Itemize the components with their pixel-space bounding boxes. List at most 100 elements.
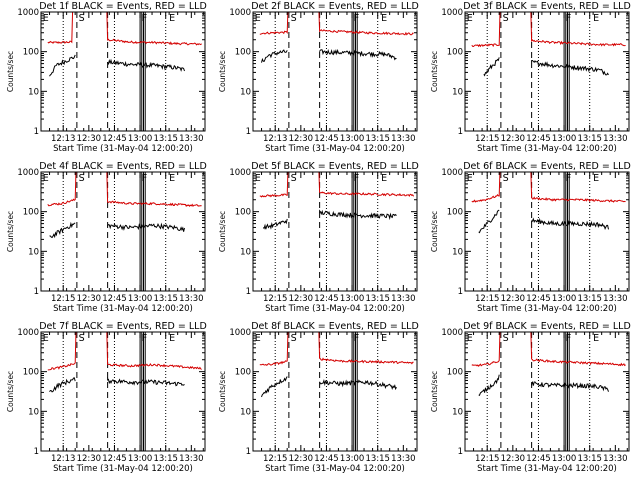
x-axis-label: Start Time (31-May-04 12:00:20) <box>265 464 405 474</box>
x-tick-label: 12:15 <box>263 294 288 304</box>
plot-frame <box>464 331 630 452</box>
x-axis-label: Start Time (31-May-04 12:00:20) <box>477 464 617 474</box>
interval-marker-label: F <box>354 13 359 24</box>
y-tick-label: 1 <box>458 447 463 457</box>
x-tick-label: 12:45 <box>526 294 551 304</box>
y-axis-label: Counts/sec <box>6 51 15 92</box>
y-tick-label: 10 <box>240 87 251 97</box>
x-axis-label: Start Time (31-May-04 12:00:20) <box>265 304 405 314</box>
interval-marker-label: E <box>381 333 387 344</box>
interval-marker-label: F <box>354 333 359 344</box>
interval-marker-label: E <box>255 173 261 184</box>
y-tick-label: 1000 <box>17 328 39 338</box>
x-tick-label: 12:15 <box>475 294 500 304</box>
interval-marker-label: S <box>291 173 297 184</box>
x-tick-label: 12:30 <box>289 454 314 464</box>
plot-frame <box>40 331 206 452</box>
y-axis-label: Counts/sec <box>218 51 227 92</box>
plot-frame <box>464 11 630 132</box>
y-tick-label: 10 <box>28 87 39 97</box>
events-series-line <box>49 221 185 239</box>
x-tick-label: 13:00 <box>552 454 577 464</box>
x-axis-label: Start Time (31-May-04 12:00:20) <box>53 144 193 154</box>
x-tick-label: 13:00 <box>552 134 577 144</box>
y-axis-label: Counts/sec <box>6 371 15 412</box>
interval-marker-label: E <box>593 333 599 344</box>
x-tick-label: 13:30 <box>603 294 628 304</box>
detector-panel: Det 2f BLACK = Events, RED = LLD 1 10 100 10… <box>218 1 419 154</box>
interval-marker-label: E <box>467 13 473 24</box>
interval-marker-label: S <box>503 333 509 344</box>
y-tick-label: 1000 <box>229 328 251 338</box>
events-series-line <box>478 209 609 234</box>
interval-marker-label: F <box>566 173 571 184</box>
x-tick-label: 13:30 <box>391 294 416 304</box>
interval-marker-label: S <box>291 333 297 344</box>
x-axis-label: Start Time (31-May-04 12:00:20) <box>53 464 193 474</box>
panel-title: Det 8f BLACK = Events, RED = LLD <box>251 321 419 332</box>
plot-frame <box>464 171 630 292</box>
y-tick-label: 1 <box>246 287 251 297</box>
y-tick-label: 1000 <box>17 8 39 18</box>
events-series-line <box>49 377 185 393</box>
y-tick-label: 1 <box>246 447 251 457</box>
x-tick-label: 13:15 <box>577 294 602 304</box>
x-tick-label: 13:00 <box>340 294 365 304</box>
x-tick-label: 12:15 <box>475 454 500 464</box>
interval-marker-label: S <box>79 13 85 24</box>
y-tick-label: 10 <box>240 407 251 417</box>
plot-frame <box>40 171 206 292</box>
x-tick-label: 13:15 <box>153 294 178 304</box>
interval-marker-label: E <box>169 173 175 184</box>
x-tick-label: 12:45 <box>314 294 339 304</box>
interval-marker-label: E <box>169 13 175 24</box>
interval-marker-label: F <box>566 13 571 24</box>
detector-panel: Det 9f BLACK = Events, RED = LLD 1 10 100 10… <box>430 321 631 474</box>
x-tick-label: 12:45 <box>314 454 339 464</box>
y-axis-label: Counts/sec <box>218 211 227 252</box>
plot-frame <box>252 331 418 452</box>
y-tick-label: 100 <box>447 208 463 218</box>
y-tick-label: 10 <box>452 247 463 257</box>
x-tick-label: 12:45 <box>102 294 127 304</box>
events-series-line <box>261 48 397 63</box>
y-tick-label: 100 <box>235 48 251 58</box>
panel-title: Det 3f BLACK = Events, RED = LLD <box>463 1 631 12</box>
interval-marker-label: F <box>354 173 359 184</box>
x-tick-label: 12:45 <box>102 134 127 144</box>
x-tick-label: 12:30 <box>501 454 526 464</box>
x-tick-label: 12:30 <box>289 134 314 144</box>
y-tick-label: 1 <box>458 127 463 137</box>
interval-marker-label: E <box>467 333 473 344</box>
x-tick-label: 13:30 <box>179 134 204 144</box>
detector-panel: Det 7f BLACK = Events, RED = LLD 1 10 100 10… <box>6 321 207 474</box>
plot-frame <box>252 171 418 292</box>
interval-marker-label: F <box>142 173 147 184</box>
interval-marker-label: S <box>503 13 509 24</box>
x-tick-label: 12:13 <box>263 134 288 144</box>
x-tick-label: 12:30 <box>501 134 526 144</box>
interval-marker-label: F <box>566 333 571 344</box>
x-axis-label: Start Time (31-May-04 12:00:20) <box>477 144 617 154</box>
interval-marker-label: F <box>142 13 147 24</box>
detector-panel: Det 4f BLACK = Events, RED = LLD 1 10 100 10… <box>6 161 207 314</box>
detector-panel: Det 3f BLACK = Events, RED = LLD 1 10 100 10… <box>430 1 631 154</box>
interval-marker-label: E <box>43 333 49 344</box>
interval-marker-label: E <box>381 173 387 184</box>
interval-marker-label: E <box>593 13 599 24</box>
x-tick-label: 13:30 <box>391 454 416 464</box>
x-tick-label: 13:30 <box>603 454 628 464</box>
y-tick-label: 1 <box>34 287 39 297</box>
y-tick-label: 1000 <box>229 168 251 178</box>
lld-series-line <box>47 172 202 208</box>
interval-marker-label: E <box>255 13 261 24</box>
interval-marker-label: S <box>79 333 85 344</box>
x-tick-label: 13:15 <box>153 134 178 144</box>
lld-series-line <box>471 332 626 368</box>
x-tick-label: 12:30 <box>501 294 526 304</box>
lld-series-line <box>471 172 626 203</box>
x-tick-label: 13:15 <box>153 454 178 464</box>
interval-marker-label: F <box>142 333 147 344</box>
x-tick-label: 12:30 <box>289 294 314 304</box>
